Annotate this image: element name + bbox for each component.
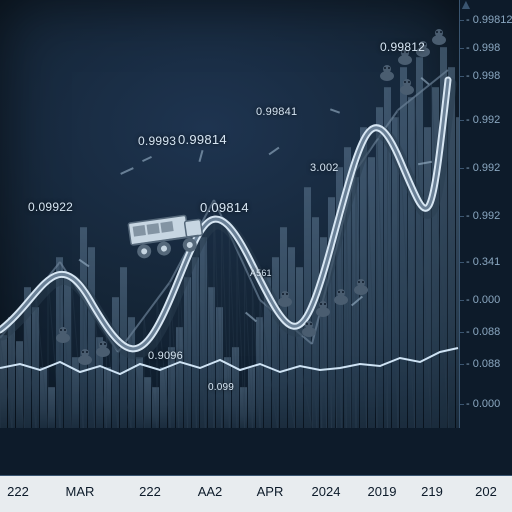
x-tick: 219 — [421, 484, 443, 499]
x-tick: MAR — [66, 484, 95, 499]
rider-figure — [398, 78, 416, 96]
rider-figure — [430, 28, 448, 46]
y-tick: - 0.992 — [466, 210, 508, 222]
y-tick: - 0.341 — [466, 256, 508, 268]
value-label: 0.99812 — [380, 40, 425, 54]
x-axis: 222 MAR 222 AA2 APR 2024 2019 219 202 — [0, 475, 512, 512]
x-tick: AA2 — [198, 484, 223, 499]
y-tick: - 0.088 — [466, 358, 508, 370]
value-label: A561 — [250, 268, 272, 278]
rider-figure — [276, 290, 294, 308]
y-tick: - 0.000 — [466, 294, 508, 306]
value-label: 0.9993 — [138, 134, 176, 148]
rider-figure — [300, 320, 318, 338]
y-tick: - 0.992 — [466, 114, 508, 126]
y-tick: - 0.088 — [466, 326, 508, 338]
value-label: 0.99841 — [256, 106, 297, 118]
rider-figure — [352, 278, 370, 296]
rider-figure — [54, 326, 72, 344]
x-tick: APR — [257, 484, 284, 499]
sparkline-strip — [0, 344, 408, 392]
chart-stage: 0.09922 0.99930.99814 0.09814 0.99841 3.002 0… — [0, 0, 512, 512]
rider-figure — [378, 64, 396, 82]
y-tick: - 0.99812 — [466, 14, 508, 26]
y-tick: - 0.000 — [466, 398, 508, 410]
y-tick: - 0.998 — [466, 42, 508, 54]
x-tick: 222 — [7, 484, 29, 499]
rider-figure — [332, 288, 350, 306]
y-tick: - 0.992 — [466, 162, 508, 174]
value-label: 0.09922 — [28, 200, 73, 214]
x-tick: 222 — [139, 484, 161, 499]
y-axis: ▲ - 0.99812 - 0.998 - 0.998 - 0.992 - 0.992 -… — [459, 0, 512, 428]
y-tick: - 0.998 — [466, 70, 508, 82]
value-label: 0.09814 — [200, 200, 249, 215]
rider-figure — [314, 300, 332, 318]
x-tick: 202 — [475, 484, 497, 499]
x-tick: 2019 — [368, 484, 397, 499]
value-label: 3.002 — [310, 162, 339, 174]
x-tick: 2024 — [312, 484, 341, 499]
value-label: 0.99814 — [178, 132, 227, 147]
y-axis-arrow: ▲ — [459, 0, 473, 8]
chart-area: 0.09922 0.99930.99814 0.09814 0.99841 3.002 0… — [0, 0, 460, 428]
